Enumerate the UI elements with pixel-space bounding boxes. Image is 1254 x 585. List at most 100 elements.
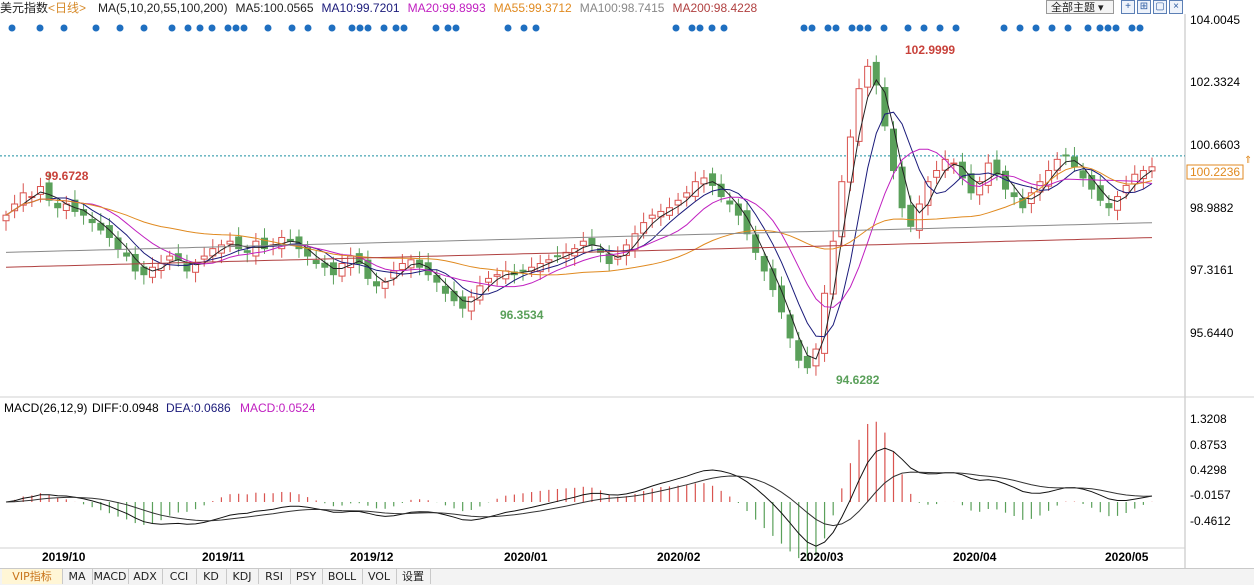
close-icon[interactable]: × (1169, 0, 1183, 14)
candle-body (338, 263, 346, 277)
tab-6[interactable]: KD (196, 569, 227, 584)
macd-label: MACD(26,12,9) (4, 401, 87, 415)
mid-low-annotation: 96.3534 (500, 308, 544, 322)
ma55-value: MA55:99.3712 (493, 1, 572, 15)
y-tick: 98.9882 (1190, 201, 1234, 215)
candle-body (312, 260, 320, 265)
chart-header: 美元指数<日线> MA(5,10,20,55,100,200) MA5:100.05… (0, 0, 1185, 16)
candle-body (304, 247, 312, 257)
candle-body (545, 259, 553, 263)
candle-body (97, 222, 105, 231)
signal-dot (1096, 24, 1104, 32)
signal-dot (1136, 24, 1144, 32)
plus-icon[interactable]: + (1121, 0, 1135, 14)
x-tick: 2020/04 (953, 550, 997, 564)
candle-body (54, 202, 62, 209)
signal-dot (904, 24, 912, 32)
candle-body (71, 199, 79, 212)
candle-body (235, 236, 243, 250)
signal-dot (1104, 24, 1112, 32)
candle-body (519, 269, 527, 272)
candle-body (441, 285, 449, 294)
candle-body (553, 255, 561, 258)
symbol-name: 美元指数 (0, 1, 49, 15)
ma10-value: MA10:99.7201 (321, 1, 400, 15)
candle-body (381, 281, 389, 289)
signal-dot (696, 24, 704, 32)
signal-dot (848, 24, 856, 32)
signal-dot (936, 24, 944, 32)
candle-body (166, 255, 174, 261)
signal-dot (520, 24, 528, 32)
candle-body (821, 292, 829, 354)
tab-9[interactable]: PSY (290, 569, 323, 584)
candle-body (1079, 170, 1087, 179)
macd-pane (5, 421, 1153, 561)
signal-dot (920, 24, 928, 32)
macd-y-tick: 0.8753 (1190, 438, 1227, 452)
window-icon[interactable]: ▢ (1153, 0, 1167, 14)
ma5-value: MA5:100.0565 (235, 1, 314, 15)
tab-10[interactable]: BOLL (322, 569, 363, 584)
tab-4[interactable]: ADX (128, 569, 163, 584)
tab-2[interactable]: MA (62, 569, 93, 584)
candle-body (717, 183, 725, 198)
x-tick: 2020/03 (800, 550, 844, 564)
chart-canvas[interactable]: 102.9999 94.6282 99.6728 96.3534 100.223… (0, 0, 1254, 568)
signal-dot (952, 24, 960, 32)
candle-body (726, 200, 734, 205)
signal-dot (264, 24, 272, 32)
dea-line (5, 471, 1153, 527)
signal-dot (1084, 24, 1092, 32)
candle-body (407, 259, 415, 269)
layout-icon[interactable]: ⊞ (1137, 0, 1151, 14)
candle-body (183, 263, 191, 272)
candle-body (993, 159, 1001, 175)
candle-body (459, 296, 467, 309)
macd-value: MACD:0.0524 (240, 401, 316, 415)
signal-dot (808, 24, 816, 32)
candle-body (855, 88, 863, 142)
tab-1[interactable]: VIP指标 (2, 569, 63, 584)
candle-body (226, 240, 234, 245)
signal-dot (864, 24, 872, 32)
current-price-label: 100.2236 (1190, 165, 1240, 179)
candle-body (493, 274, 501, 277)
candle-body (1036, 181, 1044, 193)
tab-7[interactable]: KDJ (226, 569, 259, 584)
tab-12[interactable]: 设置 (396, 569, 431, 584)
ma-label: MA(5,10,20,55,100,200) (98, 1, 228, 15)
y-tick: 97.3161 (1190, 263, 1234, 277)
macd-y-tick: 0.4298 (1190, 463, 1227, 477)
signal-dot (856, 24, 864, 32)
candle-body (588, 238, 596, 246)
left-high-annotation: 99.6728 (45, 169, 89, 183)
signal-dot (1112, 24, 1120, 32)
period-label[interactable]: <日线> (48, 1, 87, 15)
x-tick: 2019/12 (350, 550, 394, 564)
candle-body (260, 237, 268, 250)
ma20-line (5, 148, 1153, 308)
candle-body (760, 256, 768, 272)
signal-dot (880, 24, 888, 32)
y-tick: 95.6440 (1190, 326, 1234, 340)
candle-body (709, 173, 717, 186)
x-tick: 2020/01 (504, 550, 548, 564)
macd-diff: DIFF:0.0948 (92, 401, 159, 415)
theme-dropdown[interactable]: 全部主题 ▾ (1046, 0, 1114, 14)
candle-body (36, 186, 44, 195)
tab-11[interactable]: VOL (362, 569, 397, 584)
candle-body (45, 182, 53, 201)
tab-8[interactable]: RSI (258, 569, 291, 584)
ma20-value: MA20:99.8993 (407, 1, 486, 15)
signal-dot (504, 24, 512, 32)
current-price-box (1186, 164, 1244, 180)
tab-5[interactable]: CCI (162, 569, 197, 584)
signal-dot (1000, 24, 1008, 32)
low-annotation: 94.6282 (836, 373, 880, 387)
candle-body (898, 166, 906, 209)
candle-body (148, 266, 156, 278)
signal-dot (532, 24, 540, 32)
signal-dot (832, 24, 840, 32)
tab-3[interactable]: MACD (92, 569, 129, 584)
